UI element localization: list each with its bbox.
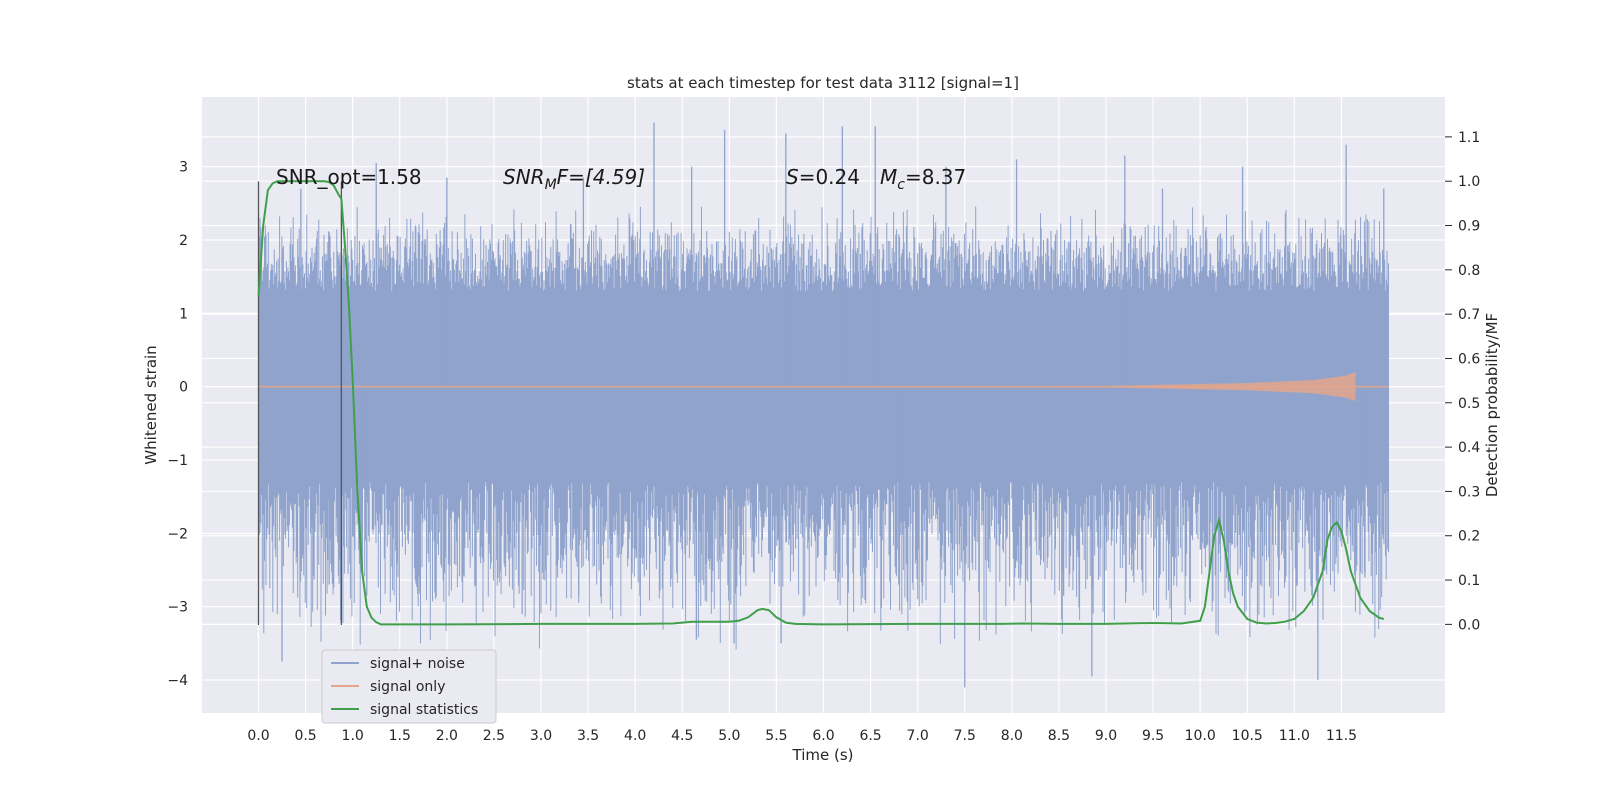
- y-right-tick-3: 0.3: [1458, 484, 1480, 500]
- y-tick-4: 0: [179, 380, 188, 396]
- chart-title: stats at each timestep for test data 311…: [627, 74, 1019, 92]
- x-tick-5: 2.5: [483, 728, 505, 744]
- y-right-tick-5: 0.5: [1458, 396, 1480, 412]
- legend: signal+ noise signal only signal statist…: [321, 649, 497, 724]
- vertical-markers: [257, 181, 343, 625]
- statistics-line: [257, 180, 1385, 626]
- annotation-mc-label: M: [880, 165, 897, 189]
- annotation-s-label: S: [786, 165, 799, 189]
- y-tick-3: −1: [167, 453, 188, 469]
- y-tick-7: 3: [179, 160, 188, 176]
- y-right-tick-1: 0.1: [1458, 573, 1480, 589]
- y-right-tick-6: 0.6: [1458, 351, 1480, 367]
- annotation-s-number: =0.24: [799, 165, 860, 189]
- x-tick-6: 3.0: [530, 728, 552, 744]
- y-right-axis-label: Detection probability/MF: [1483, 313, 1501, 497]
- y-tick-0: −4: [167, 673, 188, 689]
- x-tick-8: 4.0: [624, 728, 646, 744]
- legend-label-signal-noise: signal+ noise: [370, 656, 465, 672]
- series-signal-only: [258, 372, 1389, 402]
- annotation-mc-value: Mc=8.37: [880, 165, 966, 193]
- y-right-tick-9: 0.9: [1458, 219, 1480, 235]
- x-tick-18: 9.0: [1095, 728, 1117, 744]
- series-signal-statistics: [257, 180, 1385, 626]
- x-tick-9: 4.5: [671, 728, 693, 744]
- x-tick-20: 10.0: [1185, 728, 1216, 744]
- x-tick-7: 3.5: [577, 728, 599, 744]
- annotation-snr-mf-base: SNR: [503, 165, 545, 189]
- x-axis-label: Time (s): [792, 746, 854, 764]
- legend-box: [321, 649, 497, 724]
- y-tick-1: −3: [167, 600, 188, 616]
- x-tick-23: 11.5: [1326, 728, 1357, 744]
- annotation-snr-mf-rest: F=[4.59]: [557, 165, 645, 189]
- legend-label-signal-statistics: signal statistics: [370, 702, 478, 718]
- x-tick-16: 8.0: [1001, 728, 1023, 744]
- x-tick-21: 10.5: [1232, 728, 1263, 744]
- annotation-snr-mf: SNRMF=[4.59]: [503, 165, 645, 193]
- x-tick-2: 1.0: [342, 728, 364, 744]
- legend-label-signal-only: signal only: [370, 679, 445, 695]
- y-right-tick-2: 0.2: [1458, 529, 1480, 545]
- x-tick-22: 11.0: [1279, 728, 1310, 744]
- y-right-tick-10: 1.0: [1458, 174, 1480, 190]
- y-axis-label: Whitened strain: [142, 345, 160, 464]
- y-right-tick-8: 0.8: [1458, 263, 1480, 279]
- x-tick-19: 9.5: [1142, 728, 1164, 744]
- x-tick-1: 0.5: [294, 728, 316, 744]
- y-axis-ticks: −4 −3 −2 −1 0 1 2 3: [167, 160, 188, 689]
- y-tick-2: −2: [167, 526, 188, 542]
- x-tick-0: 0.0: [247, 728, 269, 744]
- x-tick-12: 6.0: [812, 728, 834, 744]
- x-axis-ticks: 0.0 0.5 1.0 1.5 2.0 2.5 3.0 3.5 4.0 4.5 5.0 5.5 6.0 6…: [247, 728, 1357, 744]
- annotation-mc-sub: c: [897, 177, 905, 193]
- x-tick-4: 2.0: [436, 728, 458, 744]
- annotation-snr-mf-sub: M: [545, 177, 557, 193]
- y-tick-5: 1: [179, 306, 188, 322]
- y-right-tick-0: 0.0: [1458, 617, 1480, 633]
- x-tick-3: 1.5: [389, 728, 411, 744]
- x-tick-13: 6.5: [859, 728, 881, 744]
- y-right-axis-ticks: 0.0 0.1 0.2 0.3 0.4 0.5 0.6 0.7 0.8 0.9 1.0 1.1: [1445, 130, 1480, 633]
- y-tick-6: 2: [179, 233, 188, 249]
- y-right-tick-11: 1.1: [1458, 130, 1480, 146]
- y-right-tick-7: 0.7: [1458, 307, 1480, 323]
- annotation-s-value: S=0.24: [786, 165, 860, 189]
- x-tick-14: 7.0: [907, 728, 929, 744]
- x-tick-17: 8.5: [1048, 728, 1070, 744]
- x-tick-15: 7.5: [954, 728, 976, 744]
- y-right-tick-4: 0.4: [1458, 440, 1480, 456]
- x-tick-11: 5.5: [765, 728, 787, 744]
- x-tick-10: 5.0: [718, 728, 740, 744]
- annotation-snr-opt: SNR_opt=1.58: [276, 165, 422, 189]
- annotation-mc-number: =8.37: [905, 165, 966, 189]
